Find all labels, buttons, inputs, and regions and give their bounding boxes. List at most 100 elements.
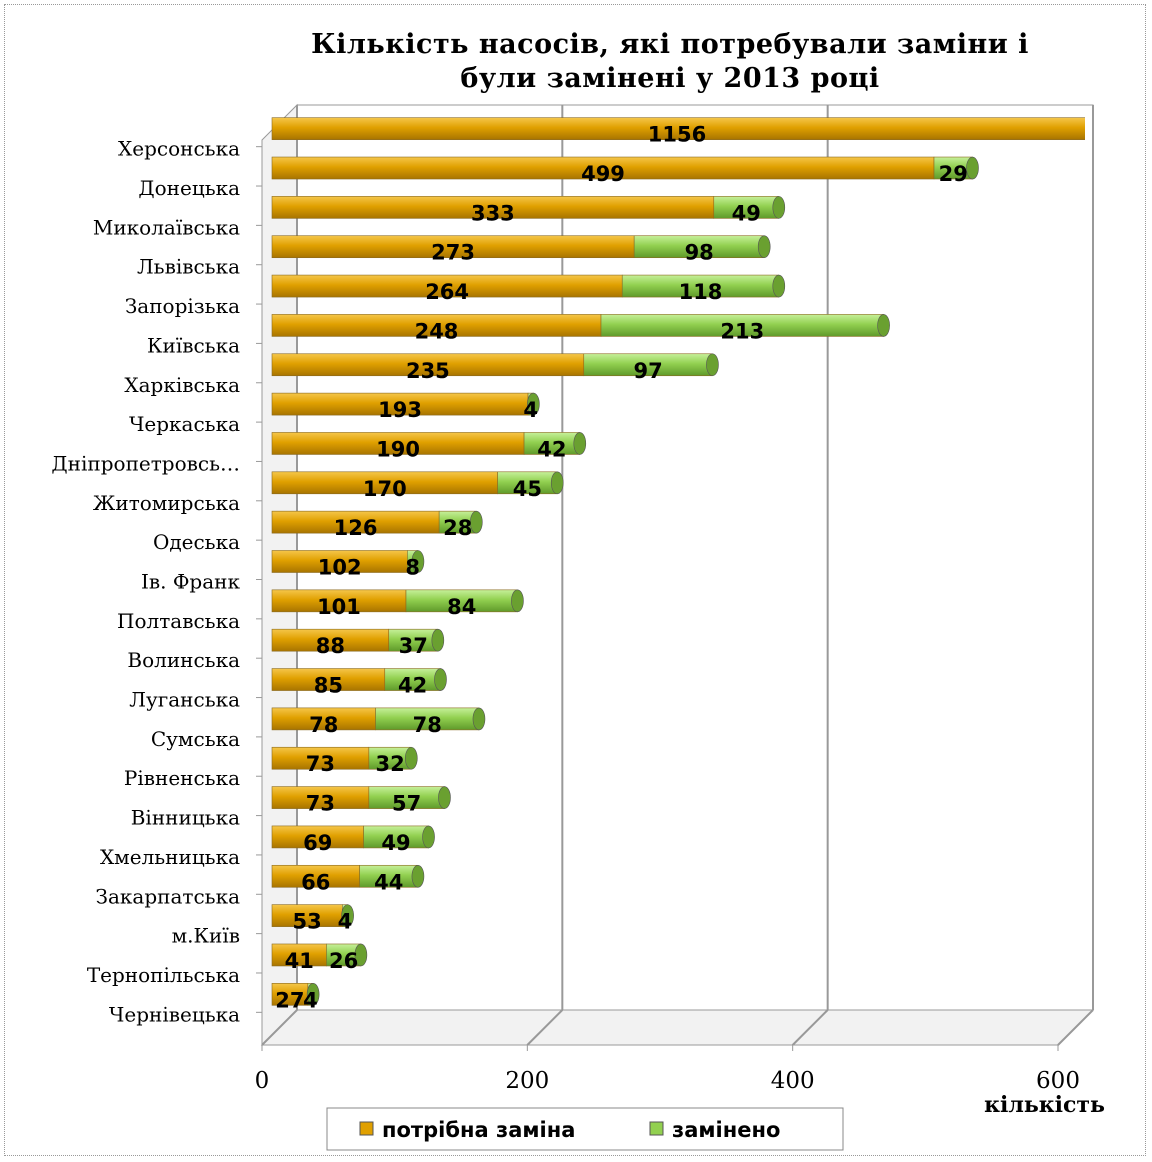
bar-cap — [434, 668, 447, 691]
bar-cap — [411, 550, 425, 573]
value-label: 73 — [306, 792, 335, 816]
value-label: 26 — [329, 949, 358, 973]
value-label: 499 — [581, 162, 625, 186]
legend-label: потрібна заміна — [382, 1118, 575, 1142]
value-label: 42 — [537, 437, 566, 461]
x-tick-label: 0 — [255, 1068, 270, 1094]
y-tick-label: Волинська — [127, 648, 240, 672]
value-label: 69 — [303, 831, 332, 855]
bar-cap — [422, 825, 435, 849]
floor — [260, 1009, 1095, 1046]
x-tick-label: 600 — [1036, 1068, 1080, 1094]
y-tick-label: Львівська — [137, 255, 240, 279]
value-label: 213 — [720, 319, 764, 343]
value-label: 333 — [471, 201, 515, 225]
value-label: 193 — [378, 398, 422, 422]
bar-cap — [306, 983, 320, 1006]
y-tick-label: м.Київ — [172, 924, 240, 948]
value-label: 102 — [318, 556, 362, 580]
y-tick-label: Чернівецька — [109, 1002, 240, 1026]
value-label: 97 — [633, 359, 662, 383]
y-tick-label: Вінницька — [131, 806, 240, 830]
value-label: 53 — [293, 910, 322, 934]
y-tick-label: Полтавська — [117, 609, 240, 633]
y-tick-label: Одеська — [153, 530, 240, 554]
bar-cap — [438, 786, 451, 809]
value-label: 8 — [405, 556, 420, 580]
value-label: 4 — [338, 910, 353, 934]
bar-cap — [527, 392, 540, 416]
value-label: 66 — [301, 870, 330, 894]
value-label: 32 — [375, 752, 404, 776]
value-label: 4 — [303, 988, 318, 1012]
legend-box — [326, 1107, 844, 1151]
bar-cap — [354, 943, 368, 967]
grid-line — [526, 1009, 564, 1046]
legend-label: замінено — [672, 1118, 780, 1142]
bar-cap — [404, 746, 418, 770]
y-tick-label: Харківська — [124, 373, 240, 397]
bar-cap — [511, 589, 524, 613]
value-label: 88 — [316, 634, 345, 658]
y-tick-label: Запорізька — [125, 294, 240, 318]
bar-cap — [472, 707, 486, 731]
legend-swatch — [649, 1121, 664, 1136]
value-label: 84 — [447, 595, 476, 619]
value-label: 248 — [415, 319, 459, 343]
value-label: 273 — [431, 241, 475, 265]
y-tick-label: Рівненська — [124, 766, 240, 790]
value-label: 73 — [306, 752, 335, 776]
value-label: 190 — [376, 437, 420, 461]
y-tick-label: Черкаська — [129, 412, 240, 436]
value-label: 45 — [513, 477, 542, 501]
value-label: 44 — [374, 870, 403, 894]
value-label: 264 — [425, 280, 469, 304]
bar-cap — [470, 510, 483, 534]
x-axis-title: кількість — [984, 1092, 1105, 1118]
bar-cap — [573, 432, 587, 455]
value-label: 78 — [309, 713, 338, 737]
value-label: 85 — [314, 674, 343, 698]
value-label: 1156 — [648, 123, 706, 147]
y-tick-label: Луганська — [129, 688, 240, 712]
x-tick-label: 200 — [505, 1068, 549, 1094]
bar-cap — [550, 471, 564, 495]
value-label: 27 — [275, 988, 304, 1012]
bar-cap — [431, 628, 445, 652]
bar-cap — [966, 156, 979, 180]
value-label: 170 — [363, 477, 407, 501]
y-tick-label: Тернопільська — [87, 963, 240, 987]
bar-cap — [341, 904, 354, 927]
legend-swatch — [359, 1121, 374, 1136]
x-tick-label: 400 — [771, 1068, 815, 1094]
bar-cap — [877, 314, 890, 337]
y-tick-label: Херсонська — [118, 137, 240, 161]
bar-cap — [772, 196, 786, 219]
y-tick-label: Закарпатська — [96, 884, 241, 908]
value-label: 235 — [406, 359, 450, 383]
value-label: 28 — [443, 516, 472, 540]
y-tick-label: Донецька — [138, 176, 240, 200]
bar-cap — [757, 235, 771, 259]
value-label: 78 — [413, 713, 442, 737]
chart-title: Кількість насосів, які потребували замін… — [311, 29, 1029, 94]
frame — [4, 4, 1146, 1156]
value-label: 49 — [732, 201, 761, 225]
value-label: 4 — [523, 398, 538, 422]
y-tick-label: Київська — [147, 333, 240, 357]
grid-line — [791, 1009, 829, 1046]
value-label: 49 — [381, 831, 410, 855]
value-label: 98 — [685, 241, 714, 265]
bar-segment — [271, 117, 1085, 140]
value-label: 37 — [399, 634, 428, 658]
grid-line — [1057, 1009, 1094, 1046]
value-label: 41 — [285, 949, 314, 973]
value-label: 29 — [939, 162, 968, 186]
y-tick-label: Хмельницька — [100, 845, 240, 869]
value-label: 57 — [392, 792, 421, 816]
value-label: 42 — [398, 674, 427, 698]
bar-cap — [706, 353, 719, 377]
y-tick-label: Миколаївська — [93, 215, 240, 239]
